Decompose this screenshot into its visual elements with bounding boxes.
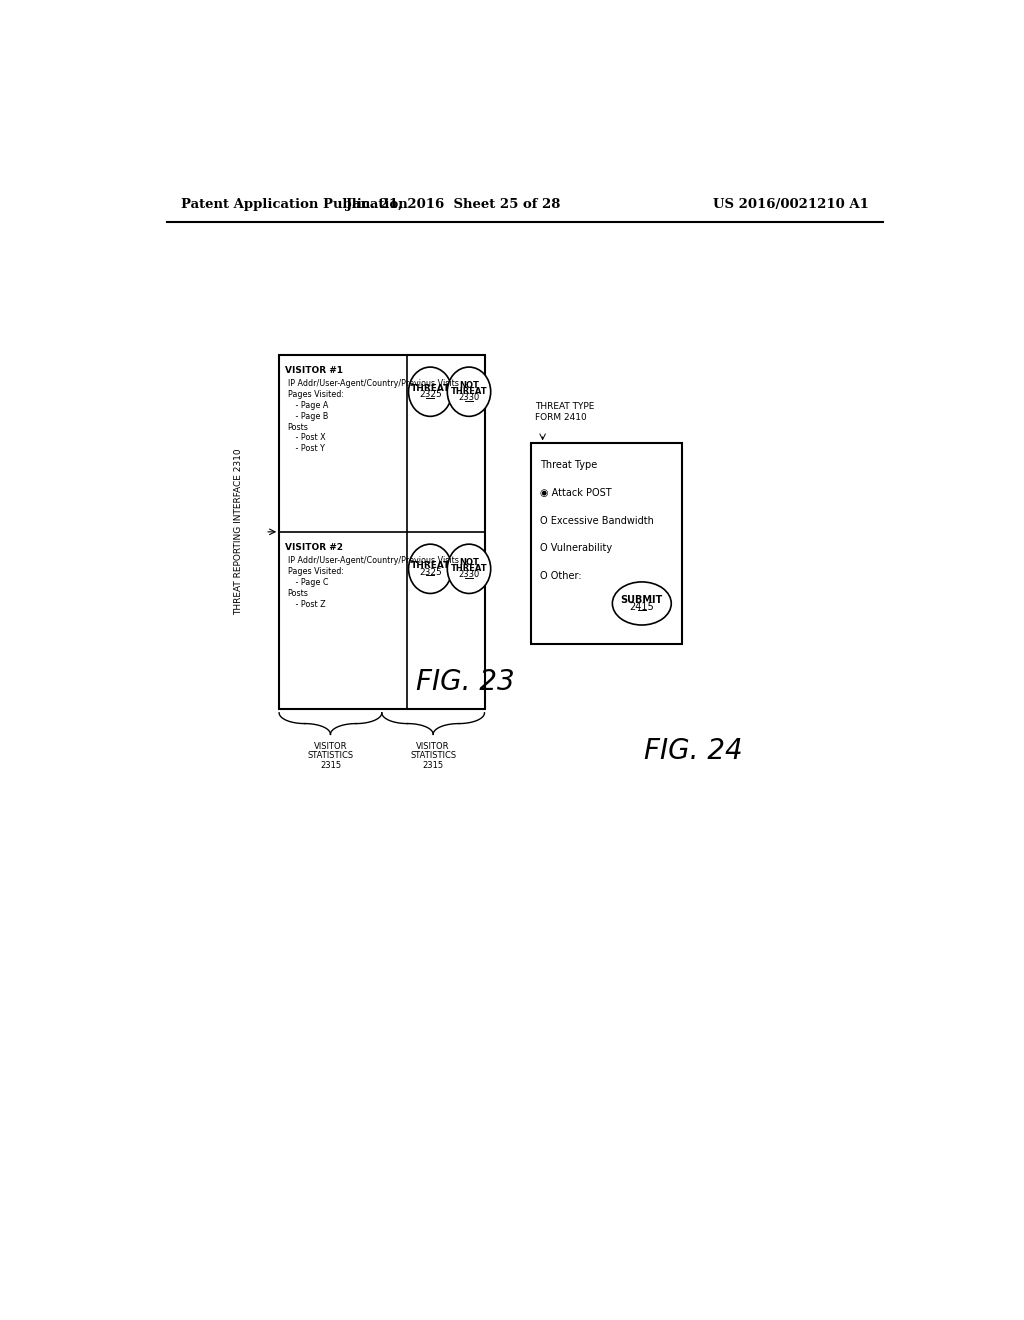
Text: Jan. 21, 2016  Sheet 25 of 28: Jan. 21, 2016 Sheet 25 of 28 bbox=[346, 198, 561, 211]
Text: 2315: 2315 bbox=[423, 760, 443, 770]
Text: VISITOR #2: VISITOR #2 bbox=[286, 543, 343, 552]
Text: THREAT: THREAT bbox=[451, 387, 487, 396]
Text: ◉ Attack POST: ◉ Attack POST bbox=[541, 488, 612, 498]
Text: - Page A: - Page A bbox=[288, 401, 328, 411]
Text: FIG. 24: FIG. 24 bbox=[644, 738, 743, 766]
Text: THREAT TYPE: THREAT TYPE bbox=[535, 403, 594, 411]
Text: Posts: Posts bbox=[288, 422, 308, 432]
Text: Threat Type: Threat Type bbox=[541, 461, 598, 470]
Text: O Other:: O Other: bbox=[541, 572, 582, 581]
Ellipse shape bbox=[447, 367, 490, 416]
Text: - Page B: - Page B bbox=[288, 412, 328, 421]
FancyBboxPatch shape bbox=[280, 355, 484, 709]
Text: O Vulnerability: O Vulnerability bbox=[541, 544, 612, 553]
Text: US 2016/0021210 A1: US 2016/0021210 A1 bbox=[713, 198, 869, 211]
Text: - Post Y: - Post Y bbox=[288, 444, 325, 453]
Text: Pages Visited:: Pages Visited: bbox=[288, 568, 344, 577]
Text: FIG. 23: FIG. 23 bbox=[416, 668, 514, 696]
Text: 2325: 2325 bbox=[419, 568, 441, 577]
Text: IP Addr/User-Agent/Country/Previous Visits: IP Addr/User-Agent/Country/Previous Visi… bbox=[288, 379, 459, 388]
Text: STATISTICS: STATISTICS bbox=[307, 751, 353, 760]
Text: 2315: 2315 bbox=[319, 760, 341, 770]
Ellipse shape bbox=[612, 582, 672, 626]
Ellipse shape bbox=[447, 544, 490, 594]
Text: - Post Z: - Post Z bbox=[288, 599, 326, 609]
Text: IP Addr/User-Agent/Country/Previous Visits: IP Addr/User-Agent/Country/Previous Visi… bbox=[288, 557, 459, 565]
Text: STATISTICS: STATISTICS bbox=[410, 751, 457, 760]
Text: - Page C: - Page C bbox=[288, 578, 328, 587]
Text: FORM 2410: FORM 2410 bbox=[535, 413, 587, 422]
Text: Pages Visited:: Pages Visited: bbox=[288, 391, 344, 399]
Text: THREAT REPORTING INTERFACE 2310: THREAT REPORTING INTERFACE 2310 bbox=[234, 449, 244, 615]
Text: SUBMIT: SUBMIT bbox=[621, 595, 663, 605]
Text: 2330: 2330 bbox=[459, 393, 479, 403]
Text: O Excessive Bandwidth: O Excessive Bandwidth bbox=[541, 516, 654, 525]
Text: NOT: NOT bbox=[459, 558, 479, 568]
Text: NOT: NOT bbox=[459, 381, 479, 389]
Text: THREAT: THREAT bbox=[411, 561, 450, 570]
Text: VISITOR: VISITOR bbox=[417, 742, 450, 751]
Ellipse shape bbox=[409, 367, 452, 416]
FancyBboxPatch shape bbox=[531, 444, 682, 644]
Text: - Post X: - Post X bbox=[288, 433, 326, 442]
Text: THREAT: THREAT bbox=[411, 384, 450, 393]
Text: Posts: Posts bbox=[288, 589, 308, 598]
Ellipse shape bbox=[409, 544, 452, 594]
Text: 2325: 2325 bbox=[419, 391, 441, 400]
Text: 2330: 2330 bbox=[459, 570, 479, 579]
Text: THREAT: THREAT bbox=[451, 565, 487, 573]
Text: VISITOR #1: VISITOR #1 bbox=[286, 366, 343, 375]
Text: Patent Application Publication: Patent Application Publication bbox=[180, 198, 408, 211]
Text: 2415: 2415 bbox=[630, 602, 654, 612]
Text: VISITOR: VISITOR bbox=[313, 742, 347, 751]
